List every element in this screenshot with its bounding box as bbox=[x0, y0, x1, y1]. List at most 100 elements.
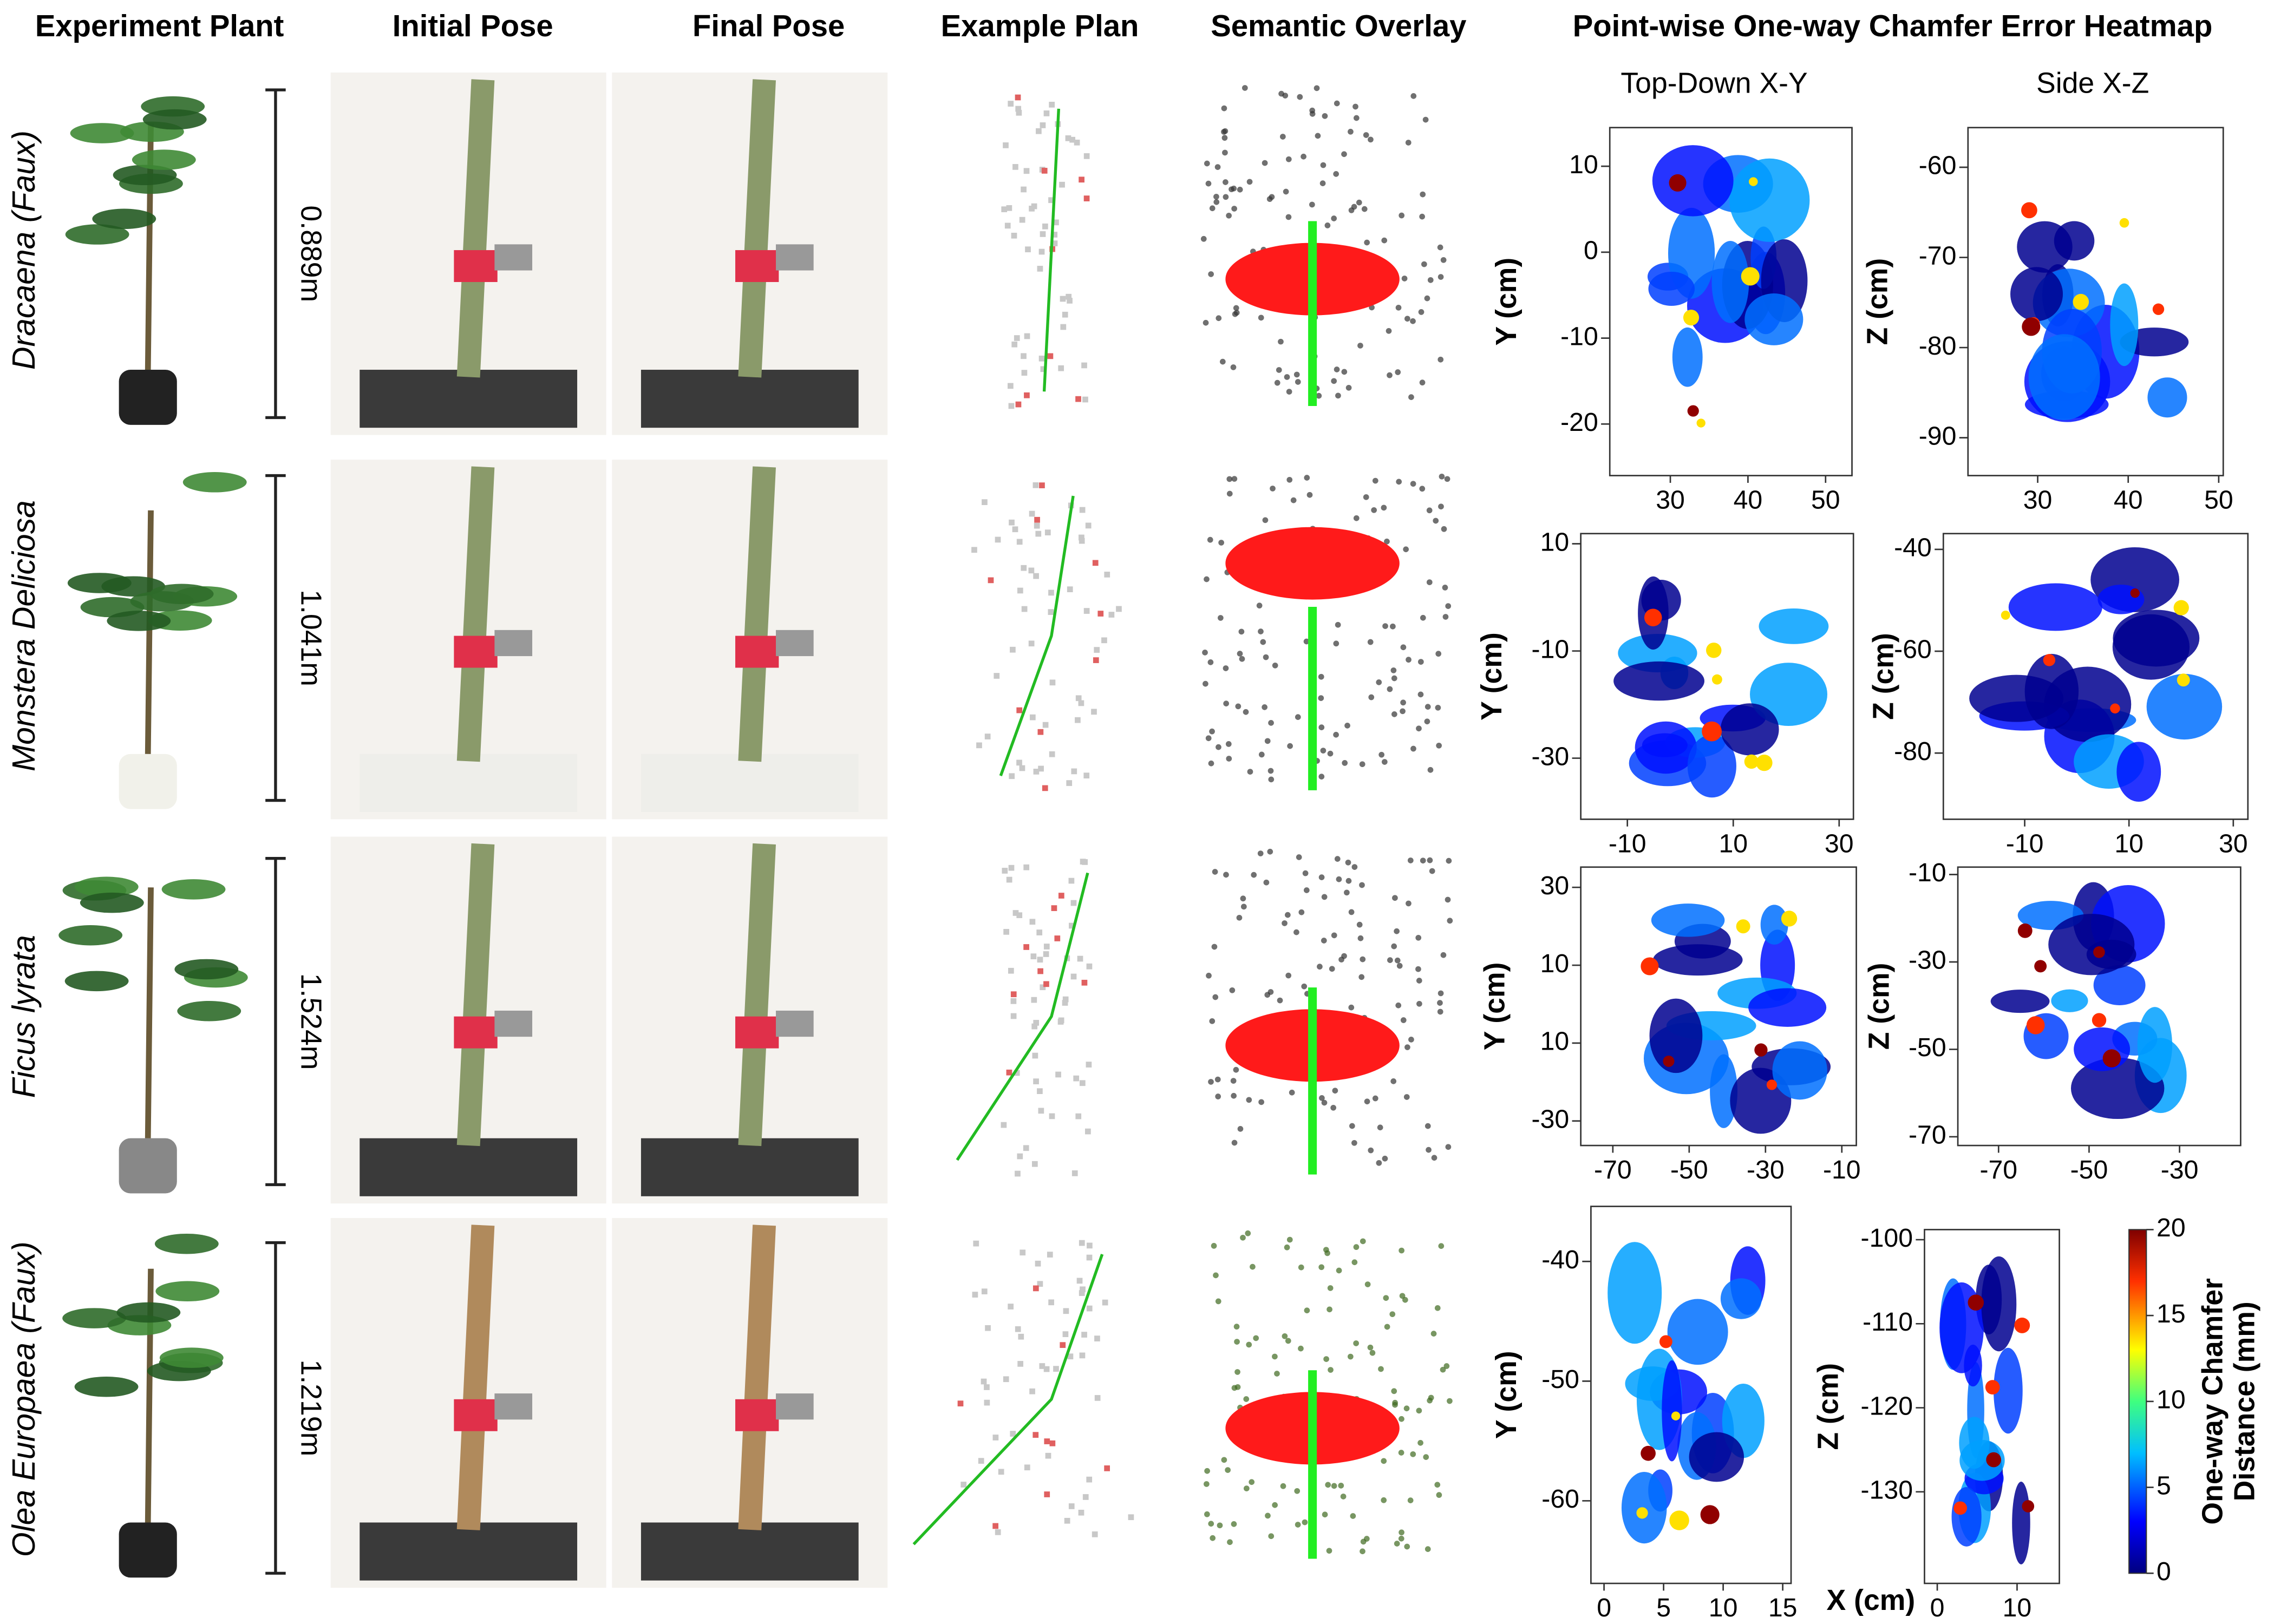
plant-name: Olea Europaea (Faux) bbox=[6, 1241, 42, 1557]
plan-point bbox=[1079, 1290, 1085, 1296]
x-tick-label: -30 bbox=[2161, 1155, 2199, 1184]
cloud-point bbox=[1230, 364, 1237, 370]
cloud-point bbox=[1205, 735, 1212, 742]
cloud-point bbox=[1391, 943, 1397, 949]
cloud-point bbox=[1289, 1089, 1295, 1096]
plan-point bbox=[1053, 219, 1059, 226]
cloud-point bbox=[1302, 1519, 1308, 1525]
y-tick-label: -10 bbox=[1560, 322, 1598, 351]
plan-point bbox=[1003, 1376, 1009, 1383]
plan-point bbox=[1012, 164, 1018, 170]
leaf bbox=[132, 149, 196, 170]
cloud-point bbox=[1298, 909, 1305, 915]
cloud-point bbox=[1336, 876, 1342, 882]
x-tick-label: 50 bbox=[1811, 486, 1840, 515]
y-tick-label: -50 bbox=[1541, 1365, 1579, 1394]
cloud-point bbox=[1283, 188, 1289, 195]
cloud-point bbox=[1438, 1243, 1445, 1249]
heat-blob bbox=[2070, 1057, 2165, 1119]
cloud-point bbox=[1392, 1402, 1398, 1408]
trunk bbox=[456, 1224, 495, 1530]
leaf bbox=[174, 959, 239, 980]
x-tick-label: 15 bbox=[1768, 1593, 1798, 1622]
cloud-point bbox=[1262, 160, 1268, 166]
cloud-point bbox=[1221, 135, 1228, 141]
y-axis-label: Y (cm) bbox=[1491, 1351, 1522, 1439]
colorbar-tick-label: 0 bbox=[2157, 1557, 2171, 1586]
cloud-point bbox=[1377, 1124, 1383, 1131]
cloud-point bbox=[1321, 938, 1327, 944]
cloud-point bbox=[1246, 1341, 1252, 1348]
cloud-point bbox=[1406, 657, 1412, 663]
y-tick-label: -30 bbox=[1532, 1104, 1570, 1134]
cloud-point bbox=[1212, 869, 1218, 875]
cloud-point bbox=[1345, 859, 1351, 866]
y-axis-label: Z (cm) bbox=[1813, 1363, 1845, 1450]
pose-photo bbox=[612, 460, 888, 820]
plan-point bbox=[1104, 1465, 1110, 1471]
cloud-point bbox=[1211, 944, 1218, 950]
plan-point bbox=[1070, 973, 1077, 980]
cloud-point bbox=[1234, 1369, 1240, 1375]
plan-point bbox=[1019, 217, 1025, 223]
heat-blob bbox=[2010, 267, 2063, 322]
plan-point bbox=[1034, 522, 1040, 529]
trunk bbox=[456, 843, 495, 1147]
cloud-point bbox=[1437, 1000, 1443, 1006]
plan-point bbox=[1049, 1440, 1056, 1446]
cloud-point bbox=[1440, 257, 1447, 263]
cloud-point bbox=[1304, 475, 1310, 481]
heat-hot bbox=[2110, 703, 2120, 713]
cloud-point bbox=[1318, 724, 1325, 730]
cloud-point bbox=[1324, 222, 1331, 228]
cloud-point bbox=[1424, 704, 1431, 710]
plan-point bbox=[1024, 333, 1030, 339]
gripper bbox=[776, 630, 814, 657]
cloud-point bbox=[1285, 912, 1291, 918]
cloud-point bbox=[1225, 741, 1232, 747]
plan-point bbox=[1033, 1285, 1039, 1292]
heat-hot bbox=[2021, 202, 2037, 219]
column-header: Initial Pose bbox=[393, 9, 553, 43]
cloud-point bbox=[1391, 711, 1397, 717]
cloud-point bbox=[1245, 1230, 1251, 1236]
cloud-point bbox=[1253, 1335, 1259, 1341]
trunk bbox=[738, 79, 776, 378]
plan-path bbox=[1042, 108, 1061, 392]
plan-point bbox=[1012, 910, 1019, 916]
cloud-point bbox=[1364, 1281, 1371, 1287]
cloud-point bbox=[1202, 650, 1208, 656]
x-tick-label: -10 bbox=[1823, 1155, 1861, 1184]
plan-point bbox=[978, 1458, 984, 1464]
y-tick-label: -60 bbox=[1541, 1484, 1579, 1514]
cloud-point bbox=[1256, 603, 1263, 609]
gripper bbox=[735, 250, 779, 282]
heat-hot bbox=[2152, 303, 2165, 315]
pose-photo bbox=[612, 1218, 888, 1588]
plan-point bbox=[1049, 751, 1055, 757]
plan-point bbox=[1040, 231, 1046, 237]
plan-point bbox=[1051, 232, 1058, 238]
cloud-point bbox=[1223, 194, 1229, 200]
cloud-point bbox=[1279, 134, 1286, 140]
cloud-point bbox=[1445, 603, 1452, 609]
cloud-point bbox=[1437, 356, 1444, 363]
cloud-point bbox=[1229, 186, 1234, 193]
column-header: Example Plan bbox=[941, 9, 1139, 43]
leaf bbox=[67, 573, 132, 593]
cloud-point bbox=[1352, 103, 1358, 110]
cloud-point bbox=[1424, 1123, 1431, 1129]
cloud-point bbox=[1267, 989, 1274, 995]
plan-point bbox=[985, 1325, 991, 1331]
cloud-point bbox=[1221, 129, 1227, 135]
heat-blob bbox=[2017, 221, 2073, 273]
plan-point bbox=[1021, 606, 1028, 612]
pot bbox=[360, 1522, 578, 1581]
cloud-point bbox=[1315, 133, 1321, 139]
cloud-point bbox=[1427, 277, 1434, 283]
heat-hot bbox=[1953, 1501, 1968, 1515]
heat-hot bbox=[2092, 1013, 2107, 1027]
plan-point bbox=[1006, 876, 1012, 883]
cloud-point bbox=[1424, 295, 1430, 302]
heat-hot bbox=[1985, 1380, 2000, 1395]
